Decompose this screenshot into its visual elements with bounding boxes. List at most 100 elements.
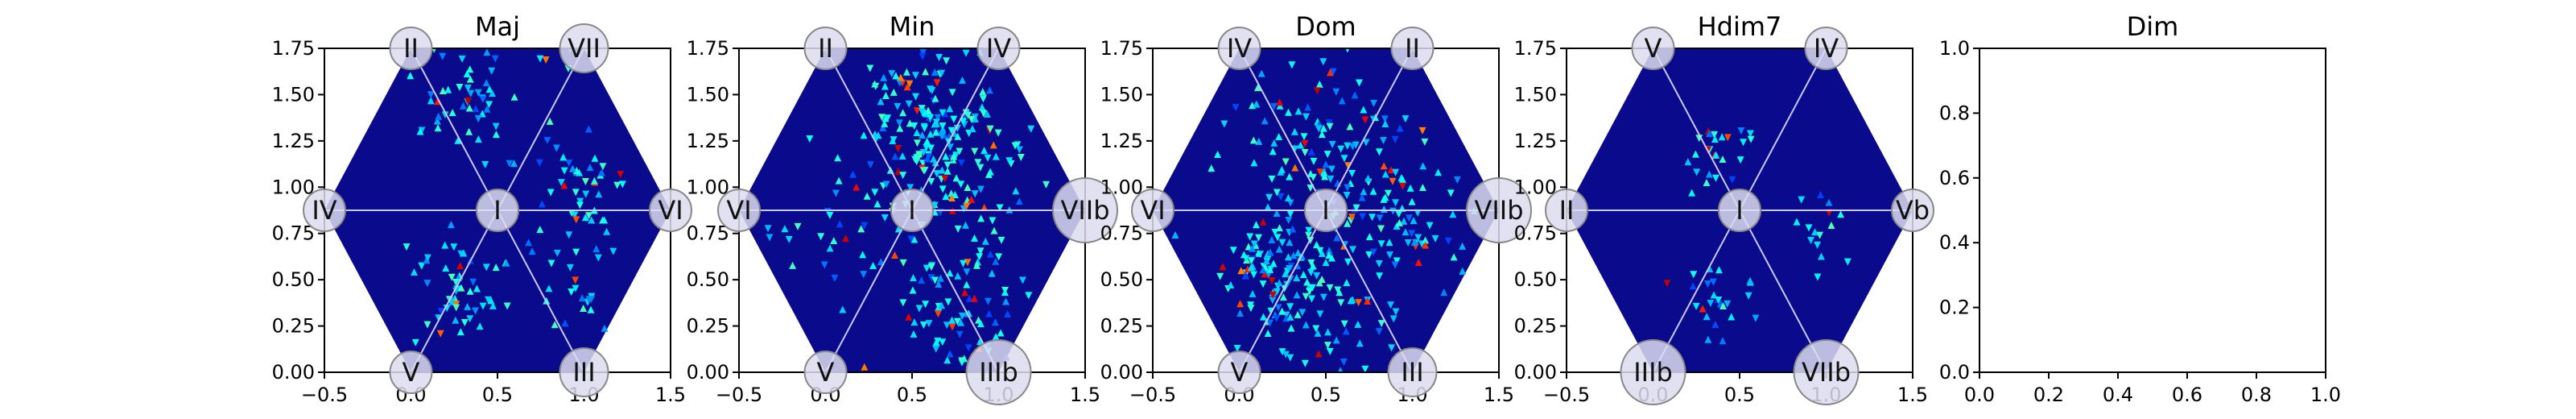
density-mark	[1344, 184, 1352, 192]
density-mark	[410, 268, 418, 276]
density-mark	[1318, 276, 1326, 284]
density-mark	[970, 294, 978, 302]
density-mark	[597, 168, 605, 176]
density-mark	[1391, 261, 1399, 269]
density-mark	[880, 73, 888, 81]
density-mark	[1389, 207, 1397, 215]
density-mark	[1324, 328, 1332, 336]
density-mark	[536, 55, 544, 63]
density-mark	[618, 180, 626, 189]
density-mark	[510, 93, 518, 101]
density-mark	[861, 222, 869, 230]
panel-title: Maj	[475, 11, 520, 42]
density-mark	[1344, 142, 1352, 150]
vertex-circle	[1891, 189, 1934, 232]
density-mark	[1406, 184, 1414, 192]
density-mark	[1352, 204, 1360, 212]
density-mark	[976, 247, 985, 255]
density-mark	[502, 259, 510, 267]
density-mark	[423, 321, 431, 329]
density-mark	[442, 263, 450, 272]
density-mark	[1293, 291, 1301, 299]
density-mark	[441, 111, 449, 119]
density-mark	[866, 64, 874, 73]
density-mark	[1273, 314, 1281, 322]
density-mark	[588, 216, 596, 224]
density-mark	[1249, 136, 1257, 144]
density-mark	[447, 221, 455, 229]
density-mark	[1315, 350, 1323, 358]
density-mark	[1278, 239, 1286, 247]
density-mark	[1042, 180, 1051, 189]
density-mark	[918, 108, 926, 116]
density-mark	[431, 48, 437, 53]
density-mark	[1728, 176, 1736, 184]
density-mark	[1381, 170, 1389, 178]
density-mark	[584, 125, 592, 133]
density-mark	[1746, 276, 1754, 284]
y-tick-label: 1.25	[687, 130, 729, 152]
density-mark	[572, 189, 580, 197]
density-mark	[448, 109, 456, 117]
density-mark	[789, 261, 797, 269]
panel-title: Hdim7	[1698, 11, 1782, 42]
density-mark	[492, 263, 500, 272]
density-mark	[1017, 153, 1025, 161]
vertex-circle	[1718, 189, 1761, 232]
density-mark	[452, 316, 460, 324]
density-mark	[1247, 301, 1255, 309]
density-mark	[938, 69, 946, 77]
density-mark	[927, 178, 935, 186]
density-mark	[1843, 258, 1852, 266]
density-mark	[572, 216, 580, 224]
density-mark	[1361, 365, 1369, 372]
density-mark	[943, 161, 952, 169]
density-mark	[1278, 348, 1286, 356]
density-mark	[506, 160, 514, 168]
density-mark	[946, 105, 954, 113]
density-mark	[925, 320, 933, 328]
density-mark	[1369, 187, 1377, 195]
density-mark	[926, 114, 934, 122]
density-mark	[469, 278, 477, 286]
density-mark	[1440, 288, 1448, 297]
density-mark	[820, 261, 828, 269]
density-mark	[1286, 210, 1294, 218]
density-mark	[1690, 271, 1698, 279]
y-tick-label: 1.00	[1514, 176, 1557, 198]
density-mark	[1377, 240, 1385, 248]
density-mark	[992, 257, 1000, 265]
density-mark	[948, 316, 956, 324]
density-mark	[525, 239, 533, 247]
density-mark	[466, 315, 474, 323]
vertex-label: V	[1231, 357, 1249, 388]
density-mark	[592, 244, 601, 252]
density-mark	[927, 144, 935, 152]
density-mark	[474, 89, 482, 97]
density-mark	[892, 72, 900, 80]
density-mark	[913, 154, 921, 162]
density-mark	[535, 159, 543, 167]
density-mark	[1395, 210, 1403, 218]
density-mark	[849, 170, 857, 178]
y-tick-label: 0.2	[1939, 297, 1970, 319]
density-mark	[576, 201, 584, 210]
density-mark	[1389, 315, 1397, 323]
density-mark	[1444, 237, 1452, 245]
density-mark	[466, 287, 474, 295]
density-mark	[995, 253, 1003, 261]
density-mark	[991, 318, 999, 326]
density-mark	[586, 164, 594, 172]
density-mark	[1307, 268, 1315, 276]
density-mark	[450, 243, 458, 251]
density-mark	[1236, 300, 1245, 308]
density-mark	[1250, 159, 1258, 167]
density-mark	[1365, 251, 1373, 259]
density-mark	[919, 321, 927, 329]
x-tick-label: −0.5	[1543, 384, 1590, 406]
density-mark	[1278, 165, 1286, 173]
density-mark	[1705, 170, 1713, 178]
density-mark	[903, 83, 911, 91]
y-tick-label: 1.50	[687, 83, 729, 106]
density-mark	[931, 201, 939, 210]
